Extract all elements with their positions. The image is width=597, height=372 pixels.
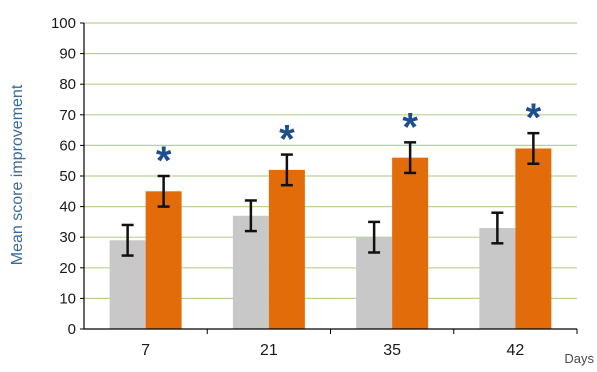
- error-bar-35-series-1: [368, 220, 381, 254]
- significance-marker-7: *: [156, 139, 172, 183]
- y-tick-label-70: 70: [59, 107, 76, 124]
- x-tick-label-35: 35: [383, 342, 401, 359]
- significance-marker-35: *: [402, 105, 418, 149]
- significance-markers: * * * *: [156, 96, 542, 183]
- error-bar-7-series-2: [157, 174, 170, 208]
- bar-21-series-1: [232, 215, 269, 329]
- bar-7-series-2: [145, 191, 182, 329]
- error-bar-21-series-2: [280, 153, 293, 187]
- x-tick-label-21: 21: [260, 342, 278, 359]
- y-tick-label-90: 90: [59, 46, 76, 63]
- y-tick-label-10: 10: [59, 290, 76, 307]
- error-bar-35-series-2: [404, 141, 417, 175]
- x-tick-label-42: 42: [506, 342, 524, 359]
- error-bar-42-series-1: [491, 211, 504, 245]
- y-tick-label-50: 50: [59, 168, 76, 185]
- y-tick-label-60: 60: [59, 137, 76, 154]
- bar-42-series-1: [479, 228, 516, 329]
- y-tick-label-20: 20: [59, 260, 76, 277]
- error-bar-21-series-1: [244, 199, 257, 233]
- bar-35-series-2: [392, 157, 429, 329]
- bar-21-series-2: [268, 169, 305, 329]
- x-axis-title: Days: [564, 351, 594, 366]
- significance-marker-42: *: [526, 96, 542, 140]
- y-axis-title: Mean score improvement: [9, 84, 26, 265]
- y-tick-label-30: 30: [59, 229, 76, 246]
- y-tick-label-0: 0: [68, 321, 76, 338]
- significance-marker-21: *: [279, 118, 295, 162]
- y-tick-label-40: 40: [59, 199, 76, 216]
- x-tick-label-7: 7: [141, 342, 150, 359]
- error-bar-42-series-2: [527, 131, 540, 166]
- bar-42-series-2: [515, 148, 552, 329]
- y-tick-label-100: 100: [51, 15, 76, 32]
- y-tick-label-80: 80: [59, 76, 76, 93]
- error-bar-7-series-1: [121, 223, 134, 257]
- x-tick-labels: 7 21 35 42: [141, 329, 578, 359]
- y-tick-labels: 0 10 20 30 40 50 60 70 80 90 100: [51, 15, 84, 338]
- error-bars: [121, 131, 540, 257]
